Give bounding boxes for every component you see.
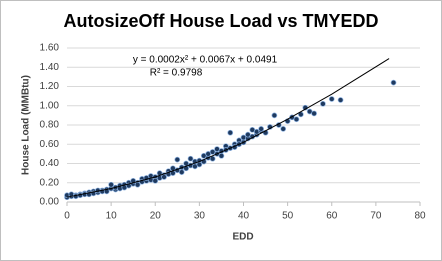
x-tick-label: 0 [64,211,70,222]
point [178,169,185,176]
point [390,79,397,86]
point [258,126,264,132]
x-tick-label: 50 [282,211,294,222]
y-tick-label: 0.60 [40,139,60,150]
point [227,129,234,136]
point [328,96,335,102]
y-tick-label: 1.40 [40,62,60,73]
point [271,112,278,119]
point [320,100,326,107]
x-tick-label: 30 [194,211,206,222]
point [293,116,300,123]
point [187,155,194,162]
point [134,181,141,188]
trendline [66,58,390,198]
x-axis-label: EDD [232,232,253,243]
y-tick-label: 0.80 [40,120,60,131]
y-tick-label: 1.20 [40,81,60,92]
point [218,152,225,159]
point [280,126,287,132]
x-tick-label: 60 [326,211,338,222]
y-tick-label: 0.20 [40,177,60,188]
trendline-equation: y = 0.0002x² + 0.0067x + 0.0491 [133,55,278,66]
r-squared: R² = 0.9798 [150,68,203,79]
y-tick-label: 0.40 [40,158,60,169]
x-tick-label: 70 [370,211,382,222]
point [161,174,167,180]
x-tick-label: 80 [414,211,426,222]
y-tick-label: 1.00 [40,100,60,111]
x-tick-label: 40 [238,211,250,222]
point [152,177,159,184]
point [311,110,317,117]
chart-title: AutosizeOff House Load vs TMYEDD [63,11,378,31]
point [337,97,344,103]
x-tick-label: 20 [150,211,162,222]
x-tick-label: 10 [106,211,118,222]
y-tick-label: 0.00 [40,197,60,208]
point [174,156,181,163]
y-tick-label: 1.60 [40,43,60,54]
y-axis-label: House Load (MMBtu) [21,75,32,175]
point [108,181,114,188]
